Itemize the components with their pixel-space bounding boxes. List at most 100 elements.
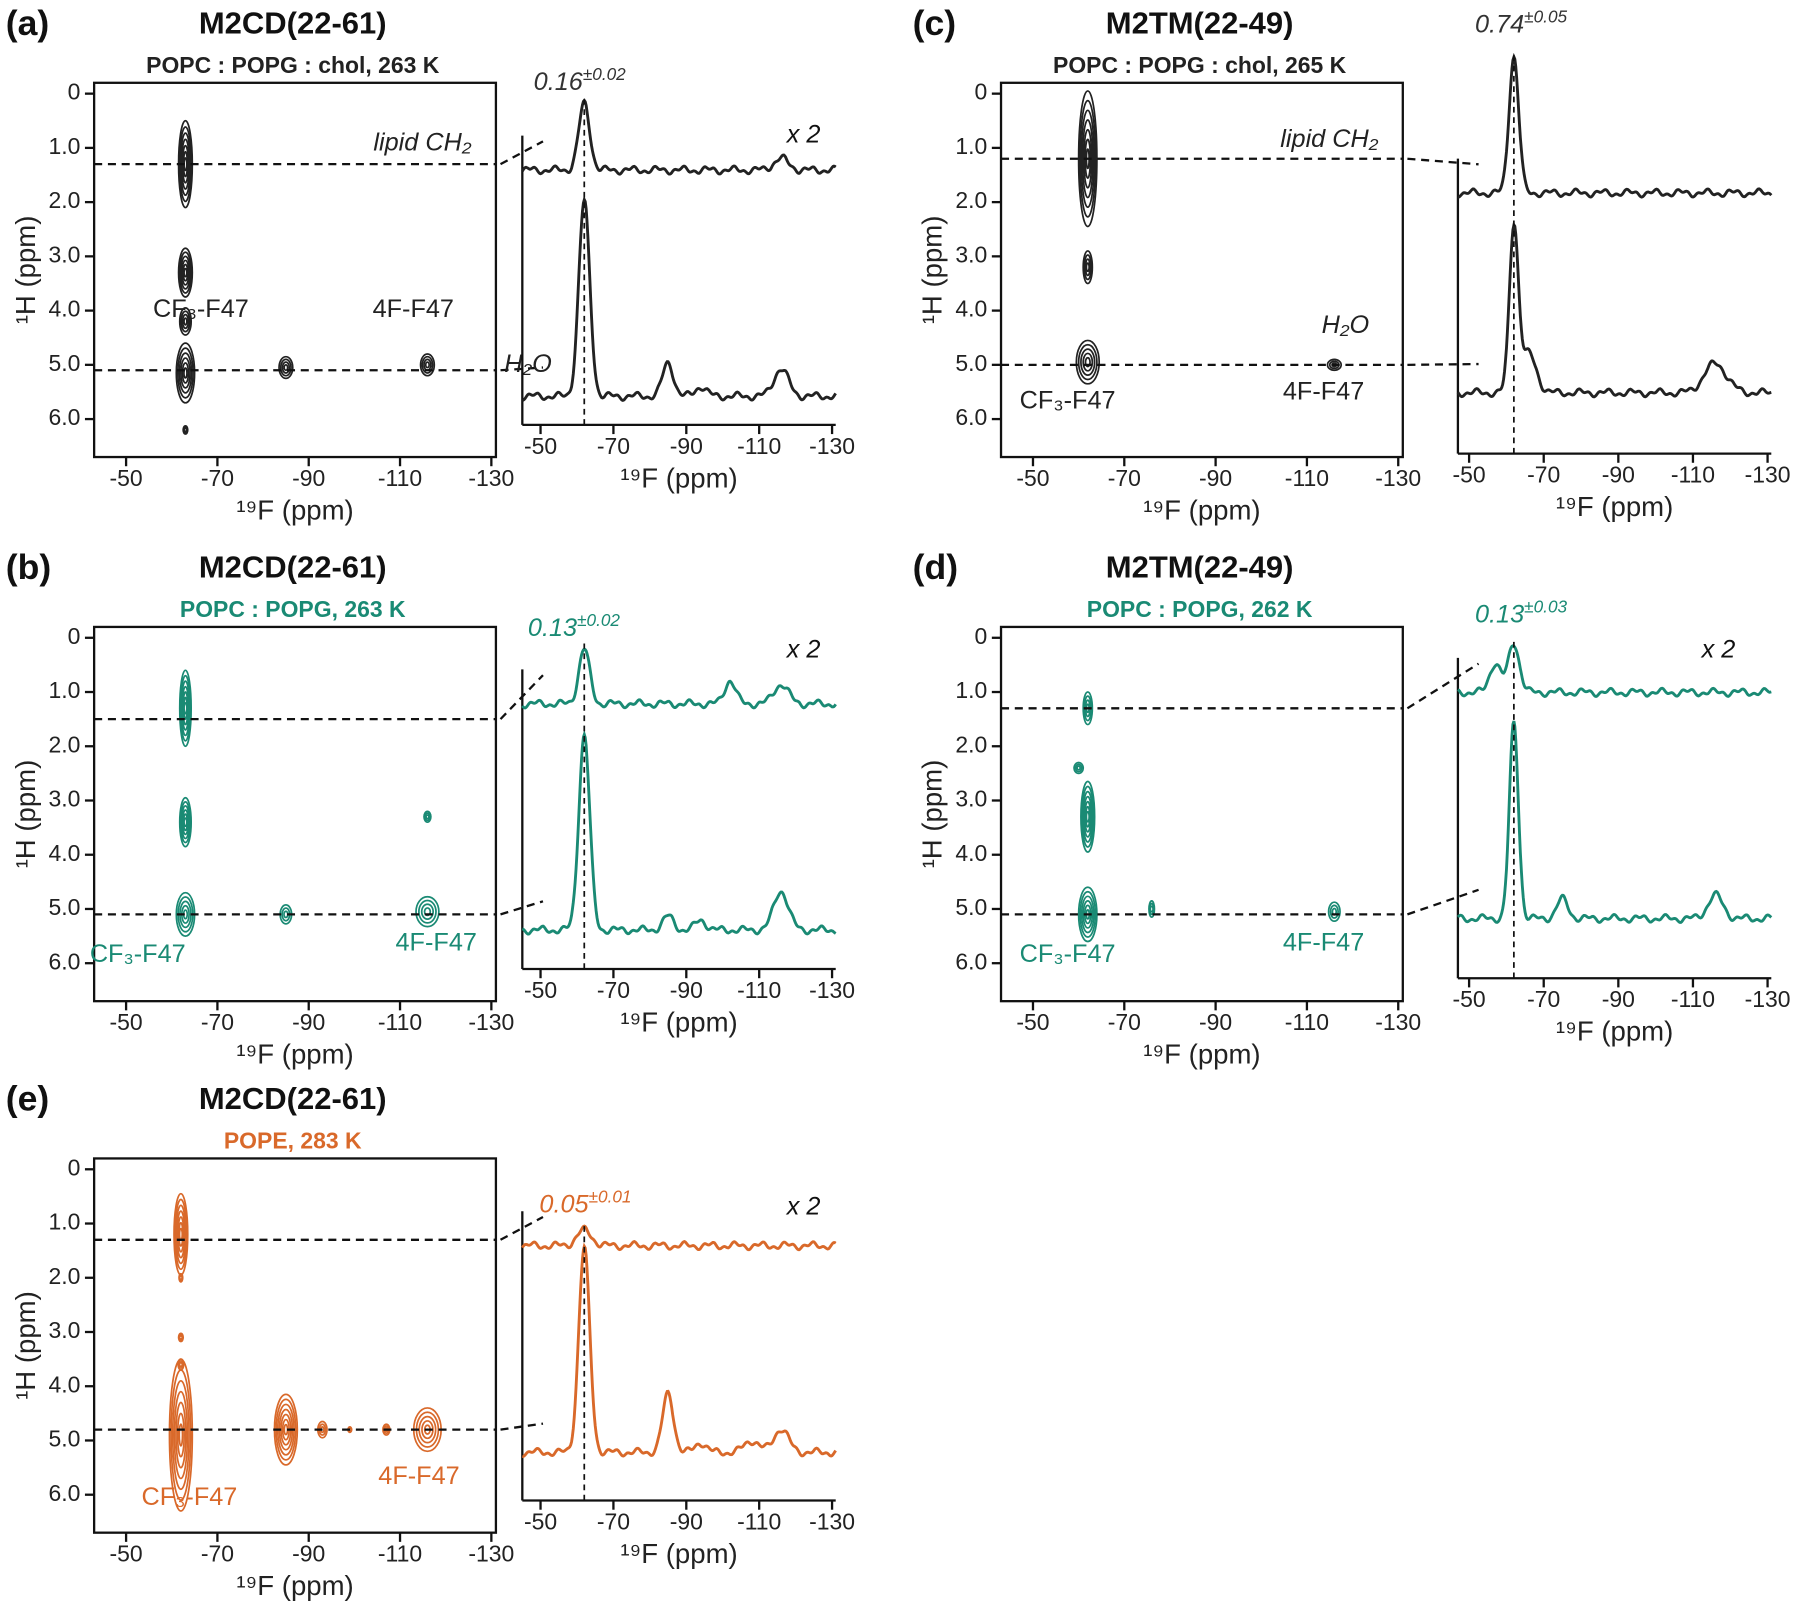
slice-label: H₂O (504, 350, 552, 378)
contour-level (1329, 904, 1339, 919)
x-tick-label: -130 (1375, 465, 1421, 491)
contour-level (1149, 905, 1154, 913)
peak-label: CF₃-F47 (1020, 940, 1116, 968)
contour-level (181, 259, 190, 286)
cross-peak (415, 895, 440, 928)
contour-level (183, 367, 188, 379)
slice-label: H₂O (1322, 311, 1370, 339)
x-axis-label: ¹⁹F (ppm) (620, 1538, 737, 1569)
contour-level (1080, 109, 1096, 209)
contour-level (1083, 254, 1093, 281)
y-tick-label: 6.0 (48, 948, 80, 974)
y-tick-label: 3.0 (48, 786, 80, 812)
cross-peak (419, 353, 436, 377)
contour-level (423, 810, 432, 824)
y-tick-label: 0 (974, 79, 987, 105)
contour-level (1077, 343, 1098, 381)
cross-peak (1148, 899, 1156, 918)
contour-level (178, 1423, 184, 1447)
panel: (c) M2TM(22-49) POPC : POPG : chol, 265 K -… (913, 3, 1791, 526)
x-tick-label: -70 (201, 1009, 234, 1035)
contour-level (1080, 348, 1096, 377)
x-axis-label: ¹⁹F (ppm) (236, 494, 353, 525)
ratio-error: ±0.02 (577, 610, 620, 630)
y-axis-label: ¹H (ppm) (917, 760, 948, 869)
contour-level (181, 809, 190, 836)
cross-peak (175, 342, 196, 404)
y-axis-label: ¹H (ppm) (10, 1291, 41, 1400)
y-tick-label: 0 (68, 79, 81, 105)
contour-level (1082, 352, 1094, 372)
contour-level (176, 1210, 186, 1259)
x-tick-label: -110 (1671, 986, 1715, 1012)
contour-level (1081, 785, 1095, 848)
contour-level (1082, 691, 1094, 726)
y-tick-label: 6.0 (48, 1480, 80, 1506)
contour-level (1080, 895, 1095, 934)
contour-level (279, 358, 292, 377)
y-axis-label: ¹H (ppm) (917, 216, 948, 325)
contour-level (178, 352, 193, 394)
x-tick-label: -110 (737, 1509, 781, 1535)
y-tick-label: 2.0 (48, 731, 80, 757)
x-tick-label: -70 (201, 1541, 234, 1567)
spectrum-trace (521, 1224, 837, 1252)
contour-level (418, 899, 437, 924)
x-tick-label: -130 (809, 1509, 855, 1535)
x-tick-label: -130 (468, 1541, 514, 1567)
y-tick-label: 2.0 (48, 187, 80, 213)
panel-label: (d) (913, 547, 958, 587)
x-axis-label: ¹⁹F (ppm) (620, 462, 737, 493)
contour-level (1085, 262, 1091, 273)
contour-level (181, 362, 190, 384)
ratio-value: 0.05 (539, 1190, 589, 1218)
cross-peak (168, 1358, 194, 1512)
contour-level (424, 361, 431, 369)
y-tick-label: 0 (974, 623, 987, 649)
plot-frame (92, 1157, 498, 1534)
y-tick-label: 4.0 (955, 840, 987, 866)
y-tick-label: 4.0 (48, 840, 80, 866)
y-tick-label: 5.0 (955, 894, 987, 920)
spectrum-trace (521, 647, 837, 710)
cross-peak (178, 796, 193, 848)
cross-peak (173, 1192, 189, 1276)
contour-level (1085, 810, 1091, 823)
contour-level (419, 353, 436, 377)
contour-level (180, 357, 191, 389)
x-tick-label: -70 (597, 977, 630, 1003)
cross-peak (1075, 339, 1101, 385)
intensity-ratio: 0.74±0.05 (1475, 6, 1568, 38)
panel: (e) M2CD(22-61) POPE, 283 K -50 -70 -90 -110 -1… (6, 1078, 855, 1601)
y-tick-label: 1.0 (955, 677, 987, 703)
connector (499, 1215, 544, 1241)
panel: (a) M2CD(22-61) POPC : POPG : chol, 263 K -… (6, 3, 855, 526)
connector (500, 900, 544, 916)
intensity-ratio: 0.13±0.02 (528, 610, 621, 642)
x-tick-label: -110 (1671, 462, 1715, 488)
y-tick-label: 5.0 (955, 350, 987, 376)
ratio-value: 0.13 (1475, 600, 1524, 628)
cross-peak (182, 424, 189, 435)
contour-level (183, 317, 188, 326)
ratio-value: 0.13 (528, 614, 577, 642)
y-tick-label: 2.0 (48, 1263, 80, 1289)
contour-level (281, 361, 291, 374)
x-tick-label: -110 (378, 1009, 422, 1035)
contour-level (174, 1198, 188, 1271)
spectrum-trace (1456, 720, 1773, 924)
y-tick-label: 0 (68, 1154, 81, 1180)
y-tick-label: 3.0 (955, 786, 987, 812)
x-tick-label: -130 (809, 433, 855, 459)
contour-level (1327, 901, 1341, 923)
contour-level (178, 1335, 184, 1340)
x-axis-label: ¹⁹F (ppm) (1556, 1016, 1673, 1047)
x-tick-label: -90 (670, 977, 703, 1003)
ratio-value: 0.16 (534, 67, 584, 95)
contour-level (1082, 795, 1093, 838)
contour-level (183, 427, 188, 433)
x-tick-label: -130 (809, 977, 855, 1003)
scale-factor: x 2 (785, 120, 821, 148)
y-axis-label: ¹H (ppm) (10, 216, 41, 325)
y-tick-label: 2.0 (955, 731, 987, 757)
